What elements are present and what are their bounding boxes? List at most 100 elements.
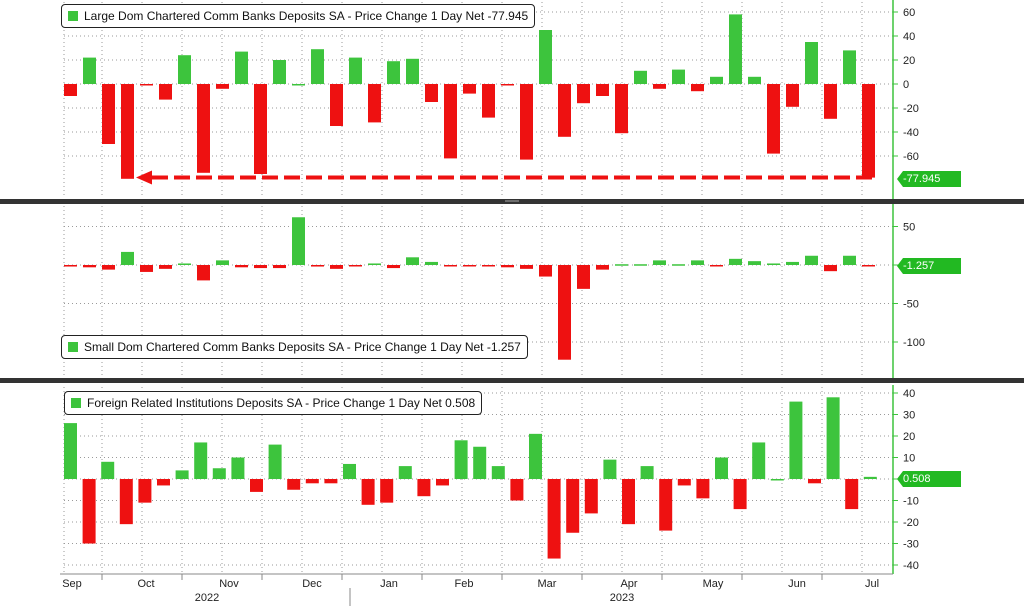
bar bbox=[710, 265, 723, 267]
bar bbox=[843, 255, 856, 265]
bar bbox=[752, 442, 766, 479]
bar bbox=[482, 265, 495, 267]
bar bbox=[305, 479, 319, 484]
bar bbox=[729, 258, 742, 265]
bar bbox=[140, 265, 153, 272]
bar bbox=[786, 261, 799, 265]
bar bbox=[824, 84, 837, 119]
y-tick-label: 30 bbox=[903, 410, 915, 422]
bar bbox=[101, 461, 115, 479]
y-tick-label: -30 bbox=[903, 539, 919, 551]
panel-divider bbox=[0, 378, 1024, 383]
bar bbox=[436, 479, 449, 486]
y-tick-label: 0 bbox=[903, 79, 909, 91]
bar bbox=[659, 479, 673, 531]
bar bbox=[710, 76, 723, 84]
bar bbox=[805, 255, 818, 265]
y-tick-label: 60 bbox=[903, 7, 915, 19]
bar bbox=[558, 265, 571, 360]
y-tick-label: -40 bbox=[903, 560, 919, 572]
month-label: Sep bbox=[62, 578, 82, 590]
bar bbox=[380, 479, 394, 503]
y-tick-label: 40 bbox=[903, 31, 915, 43]
last-value-label-foreign: 0.508 bbox=[897, 471, 961, 487]
bar bbox=[231, 457, 245, 479]
bar bbox=[748, 261, 761, 265]
bar bbox=[368, 263, 381, 265]
month-label: May bbox=[702, 578, 724, 590]
bar bbox=[425, 84, 438, 102]
bar bbox=[634, 264, 647, 266]
bar bbox=[64, 84, 77, 96]
bar bbox=[157, 479, 170, 486]
bar bbox=[292, 217, 305, 265]
bar bbox=[444, 265, 457, 267]
bar bbox=[324, 479, 338, 484]
bar bbox=[311, 265, 324, 267]
month-label: Mar bbox=[537, 578, 557, 590]
bar bbox=[311, 49, 324, 84]
bar bbox=[672, 69, 685, 84]
legend-foreign: Foreign Related Institutions Deposits SA… bbox=[64, 391, 483, 415]
bar bbox=[473, 446, 487, 479]
bar bbox=[640, 466, 654, 479]
bar bbox=[463, 84, 476, 94]
bar bbox=[653, 84, 666, 89]
y-tick-label: -100 bbox=[903, 337, 925, 349]
bar bbox=[539, 30, 552, 84]
bar bbox=[824, 265, 837, 272]
legend-small-banks: Small Dom Chartered Comm Banks Deposits … bbox=[61, 335, 528, 359]
bar bbox=[64, 265, 77, 267]
bar bbox=[520, 84, 533, 160]
y-tick-label: 20 bbox=[903, 55, 915, 67]
legend-swatch-icon bbox=[68, 342, 78, 352]
bar bbox=[212, 468, 226, 479]
bar bbox=[491, 466, 505, 479]
bar bbox=[805, 42, 818, 84]
bar bbox=[454, 440, 468, 479]
legend-foreign-text: Foreign Related Institutions Deposits SA… bbox=[87, 396, 476, 410]
bar bbox=[863, 476, 877, 479]
bar bbox=[615, 264, 628, 266]
bar bbox=[596, 84, 609, 96]
bar bbox=[368, 84, 381, 123]
bar bbox=[406, 257, 419, 265]
bar bbox=[584, 479, 598, 514]
bar bbox=[672, 264, 685, 266]
bar bbox=[121, 251, 134, 265]
bar bbox=[417, 479, 431, 497]
bar bbox=[767, 84, 780, 154]
month-label: Oct bbox=[137, 578, 155, 590]
bar bbox=[175, 470, 189, 479]
bar bbox=[862, 84, 875, 178]
y-tick-label: 40 bbox=[903, 388, 915, 400]
y-tick-label: -50 bbox=[903, 299, 919, 311]
bar bbox=[715, 457, 728, 479]
bar bbox=[330, 84, 343, 126]
bar bbox=[845, 479, 859, 510]
year-label: 2023 bbox=[609, 592, 635, 604]
bar bbox=[273, 60, 286, 84]
bar bbox=[696, 479, 710, 499]
y-tick-label: 10 bbox=[903, 453, 915, 465]
bar bbox=[808, 479, 821, 484]
bar bbox=[194, 442, 208, 479]
legend-large-banks: Large Dom Chartered Comm Banks Deposits … bbox=[61, 4, 536, 28]
bar bbox=[102, 84, 115, 144]
bar bbox=[482, 84, 495, 118]
bar bbox=[349, 265, 362, 267]
month-label: Apr bbox=[620, 578, 638, 590]
bar bbox=[102, 265, 115, 270]
bar bbox=[138, 479, 152, 503]
bar bbox=[510, 479, 524, 501]
bar bbox=[520, 265, 533, 269]
bar bbox=[529, 433, 542, 479]
bar bbox=[361, 479, 375, 505]
bar bbox=[287, 479, 301, 490]
bar bbox=[615, 84, 628, 134]
arrow-head-icon bbox=[136, 170, 152, 185]
bar bbox=[547, 479, 561, 559]
legend-swatch-icon bbox=[71, 398, 81, 408]
bar bbox=[566, 479, 580, 533]
